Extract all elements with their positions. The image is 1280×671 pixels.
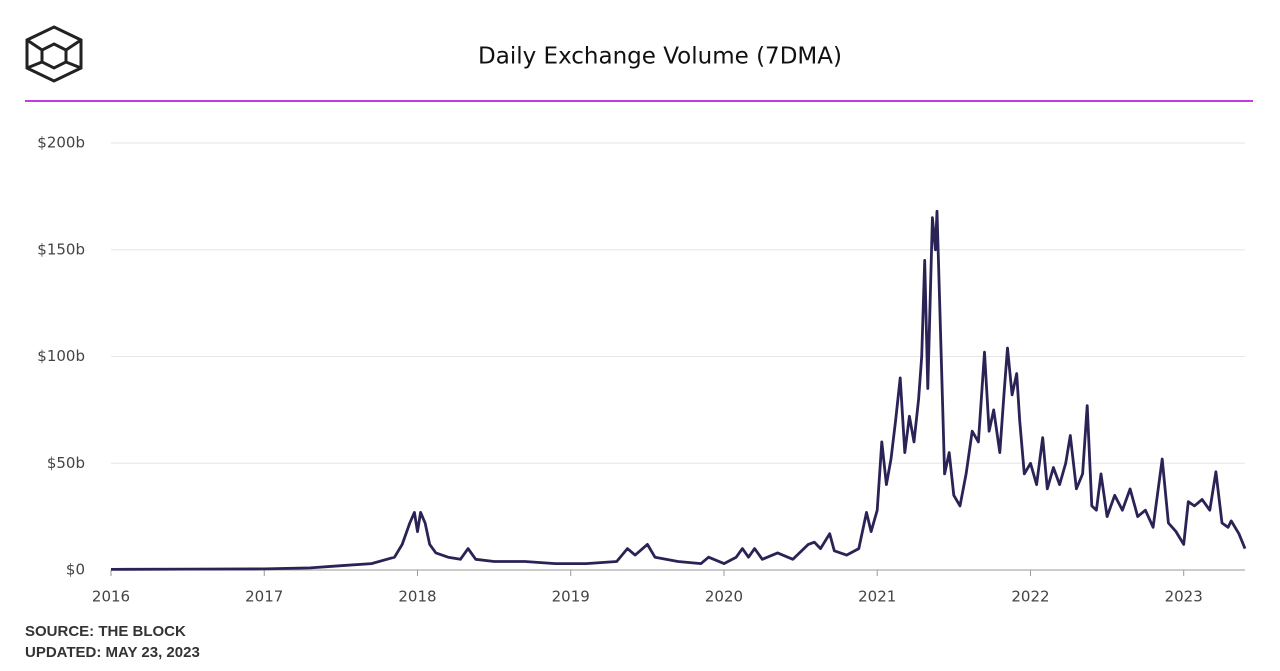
y-tick-label: $100b bbox=[37, 347, 85, 365]
x-tick-label: 2017 bbox=[245, 588, 283, 606]
series-line bbox=[110, 209, 1247, 571]
x-tick-label: 2022 bbox=[1011, 588, 1049, 606]
x-tick-label: 2021 bbox=[858, 588, 896, 606]
logo bbox=[25, 25, 83, 83]
y-tick-label: $150b bbox=[37, 240, 85, 258]
updated: UPDATED: MAY 23, 2023 bbox=[25, 644, 200, 661]
x-tick-label: 2020 bbox=[705, 588, 743, 606]
y-tick-label: $50b bbox=[47, 454, 85, 472]
y-tick-label: $200b bbox=[37, 134, 85, 152]
y-tick-label: $0 bbox=[66, 561, 85, 579]
x-tick-label: 2019 bbox=[552, 588, 590, 606]
x-tick-label: 2023 bbox=[1165, 588, 1203, 606]
source: SOURCE: THE BLOCK bbox=[25, 623, 186, 640]
x-tick-label: 2018 bbox=[398, 588, 436, 606]
x-tick-label: 2016 bbox=[92, 588, 130, 606]
chart-title: Daily Exchange Volume (7DMA) bbox=[478, 44, 842, 70]
